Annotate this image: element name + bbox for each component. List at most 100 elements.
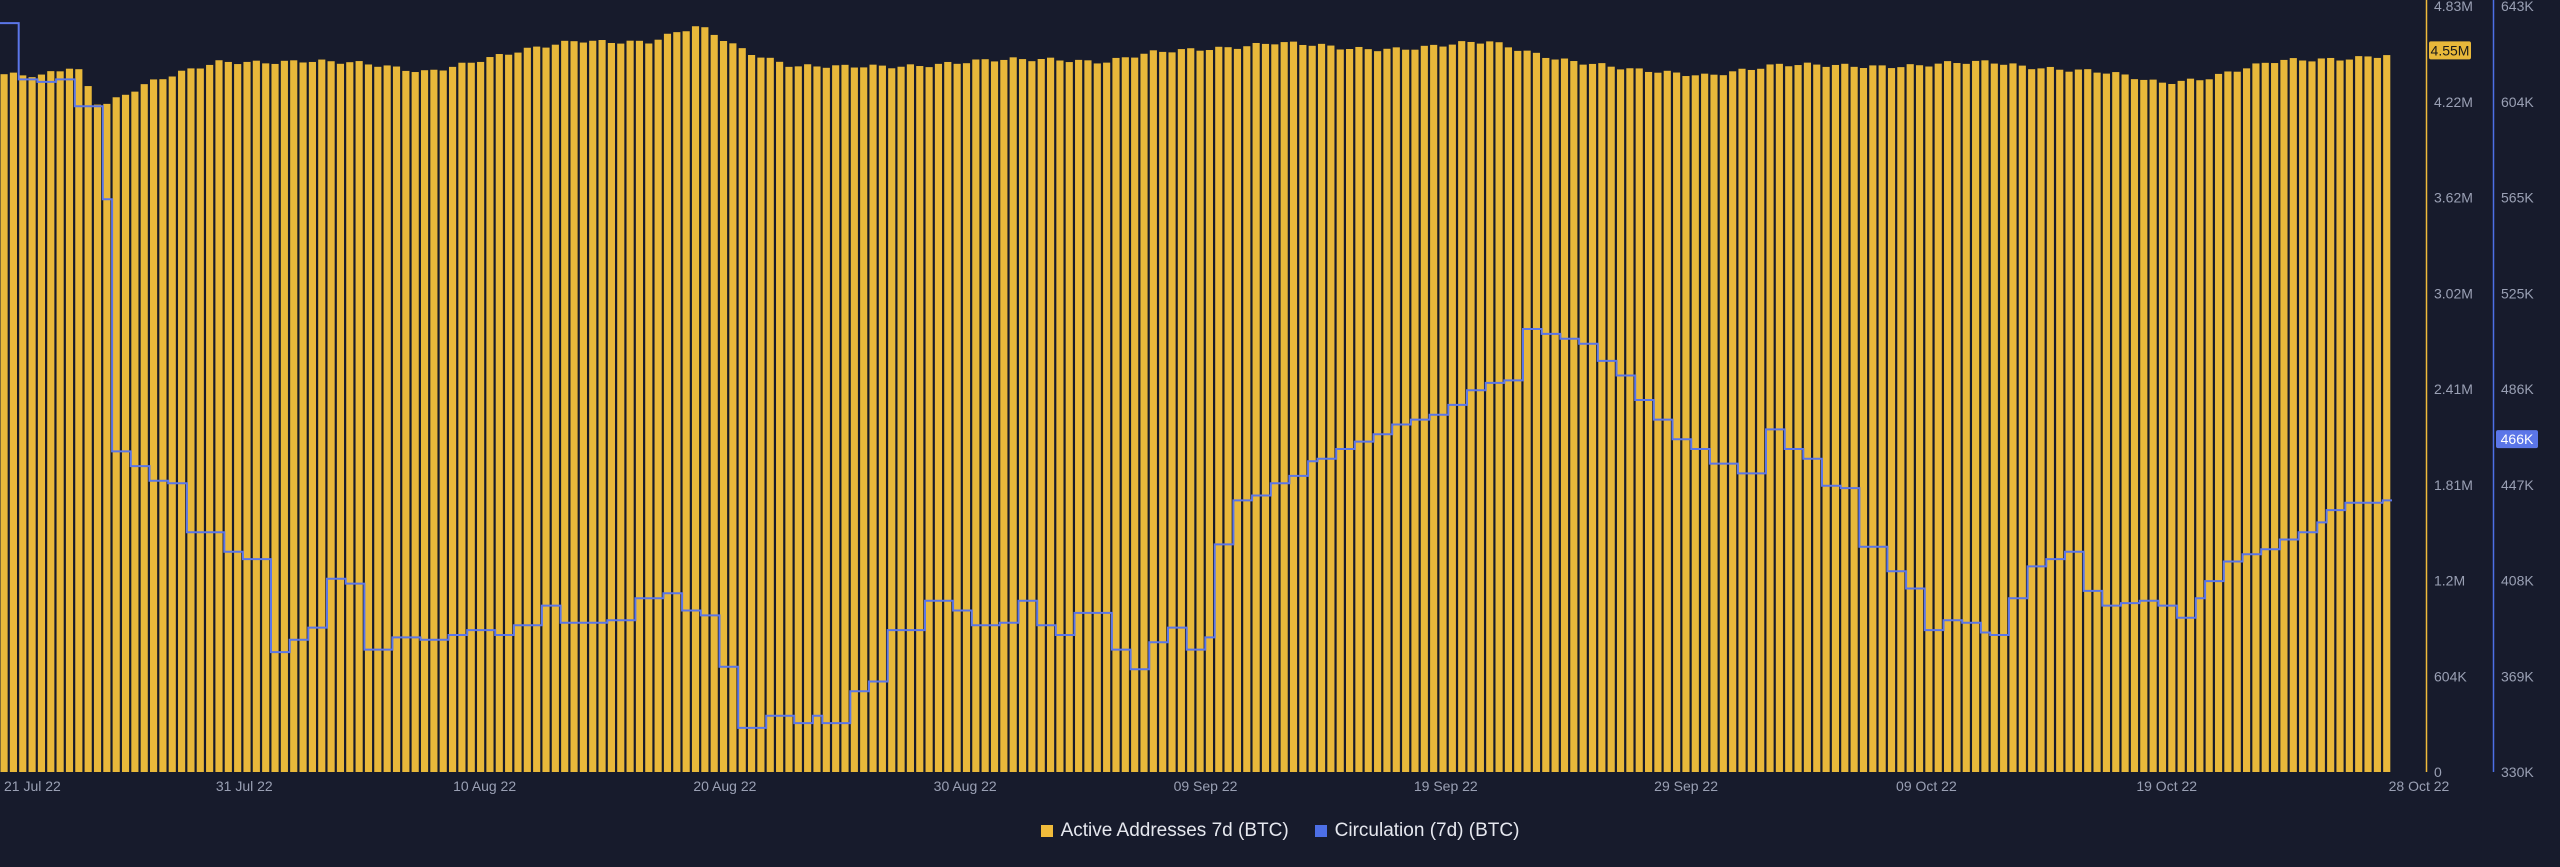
active-addresses-bar [1598, 63, 1606, 772]
active-addresses-bar [645, 43, 653, 773]
right-y-tick-label: 447K [2501, 477, 2534, 493]
active-addresses-bar [1018, 59, 1027, 773]
active-addresses-bar [336, 63, 345, 773]
active-addresses-bar [1588, 63, 1597, 773]
active-addresses-bar [2009, 63, 2017, 772]
active-addresses-bar [1944, 61, 1952, 773]
active-addresses-bar [1009, 57, 1017, 773]
active-addresses-bar [2383, 55, 2391, 772]
x-tick-label: 19 Oct 22 [2136, 778, 2197, 794]
active-addresses-bar [1915, 65, 1924, 773]
active-addresses-bar [2205, 79, 2213, 773]
active-addresses-bar [150, 79, 158, 773]
active-addresses-bar [1159, 51, 1167, 772]
active-addresses-bar [738, 48, 746, 773]
x-tick-label: 09 Oct 22 [1896, 778, 1957, 794]
active-addresses-bar [1252, 42, 1260, 773]
active-addresses-bar [794, 66, 802, 773]
active-addresses-bar [392, 66, 401, 772]
x-tick-label: 29 Sep 22 [1654, 778, 1718, 794]
active-addresses-bar [1261, 43, 1270, 773]
right-y-axis-ticks: 330K 369K 408K 447K 486K 525K 565K 604K 643K [2501, 0, 2534, 780]
active-addresses-bar [187, 68, 195, 773]
active-addresses-bar [1476, 43, 1484, 773]
active-addresses-bar [897, 66, 905, 773]
active-addresses-bar [159, 79, 167, 772]
active-addresses-bar [402, 70, 410, 772]
active-addresses-bar [2224, 71, 2232, 772]
active-addresses-bar [1925, 66, 1933, 773]
active-addresses-bar [673, 32, 681, 773]
active-addresses-bar [1626, 68, 1634, 772]
active-addresses-bar [430, 69, 438, 773]
active-addresses-bar [1121, 57, 1129, 773]
active-addresses-bar [103, 103, 111, 773]
active-addresses-bar [121, 94, 130, 773]
active-addresses-bar [1757, 68, 1765, 772]
active-addresses-bar [1701, 73, 1709, 773]
active-addresses-bar [2093, 72, 2101, 773]
right-y-tick-label: 565K [2501, 190, 2534, 206]
active-addresses-bar [140, 84, 148, 772]
x-tick-label: 21 Jul 22 [4, 778, 61, 794]
active-addresses-bar [1028, 61, 1036, 773]
active-addresses-bar [523, 47, 531, 773]
active-addresses-bar [131, 91, 139, 773]
active-addresses-bar [1439, 46, 1447, 773]
active-addresses-bar [252, 60, 260, 772]
active-addresses-bar [888, 68, 896, 773]
active-addresses-bar [2299, 60, 2307, 772]
active-addresses-bar [916, 66, 924, 773]
active-addresses-bar [1635, 68, 1643, 773]
active-addresses-bar [243, 61, 251, 772]
active-addresses-bar [2046, 66, 2054, 772]
active-addresses-bar [2373, 57, 2381, 772]
x-tick-label: 09 Sep 22 [1174, 778, 1238, 794]
active-addresses-bar [2158, 82, 2167, 773]
active-addresses-bar [1523, 50, 1531, 773]
active-addresses-bar [1187, 48, 1195, 773]
active-addresses-bar [990, 61, 999, 773]
legend-item-circulation[interactable]: Circulation (7d) (BTC) [1314, 820, 1519, 842]
circulation-line [0, 22, 2392, 729]
active-addresses-bar [2355, 56, 2363, 772]
x-tick-label: 20 Aug 22 [693, 778, 756, 794]
active-addresses-bar [206, 64, 214, 772]
active-addresses-bar [112, 97, 120, 772]
left-y-tick-label: 1.2M [2434, 573, 2465, 589]
active-addresses-bar [75, 69, 83, 772]
current-value-badges: 4.55M 466K [2429, 41, 2538, 449]
active-addresses-bar [1308, 45, 1316, 773]
active-addresses-bar [1486, 41, 1494, 773]
active-addresses-bar [467, 62, 475, 772]
active-addresses-bar [37, 74, 46, 772]
active-addresses-bar [1822, 66, 1830, 772]
active-addresses-bar [1710, 74, 1718, 773]
active-addresses-bar [832, 65, 840, 773]
active-addresses-bar [2196, 80, 2204, 772]
active-addresses-bar [1000, 59, 1008, 772]
active-addresses-bar [944, 61, 952, 773]
active-addresses-bar [2102, 73, 2110, 772]
active-addresses-bar [411, 72, 419, 773]
active-addresses-bar [486, 57, 494, 773]
active-addresses-bar [1906, 64, 1914, 773]
active-addresses-bar [93, 104, 102, 772]
active-addresses-bar [1243, 46, 1251, 773]
active-addresses-bar [2130, 79, 2139, 772]
active-addresses-bars [0, 26, 2391, 773]
active-addresses-bar [1289, 41, 1298, 773]
active-addresses-bar [1785, 66, 1793, 772]
active-addresses-bar [420, 70, 429, 772]
active-addresses-bar [617, 43, 625, 773]
active-addresses-bar [2233, 71, 2241, 772]
active-addresses-bar [822, 67, 830, 773]
right-y-tick-label: 486K [2501, 381, 2534, 397]
x-tick-label: 19 Sep 22 [1414, 778, 1478, 794]
active-addresses-bar [953, 63, 961, 773]
right-y-tick-label: 604K [2501, 94, 2534, 110]
active-addresses-bar [1841, 63, 1849, 773]
x-tick-label: 10 Aug 22 [453, 778, 516, 794]
legend-item-active-addresses[interactable]: Active Addresses 7d (BTC) [1040, 820, 1289, 842]
circulation-current-badge [2496, 430, 2538, 449]
